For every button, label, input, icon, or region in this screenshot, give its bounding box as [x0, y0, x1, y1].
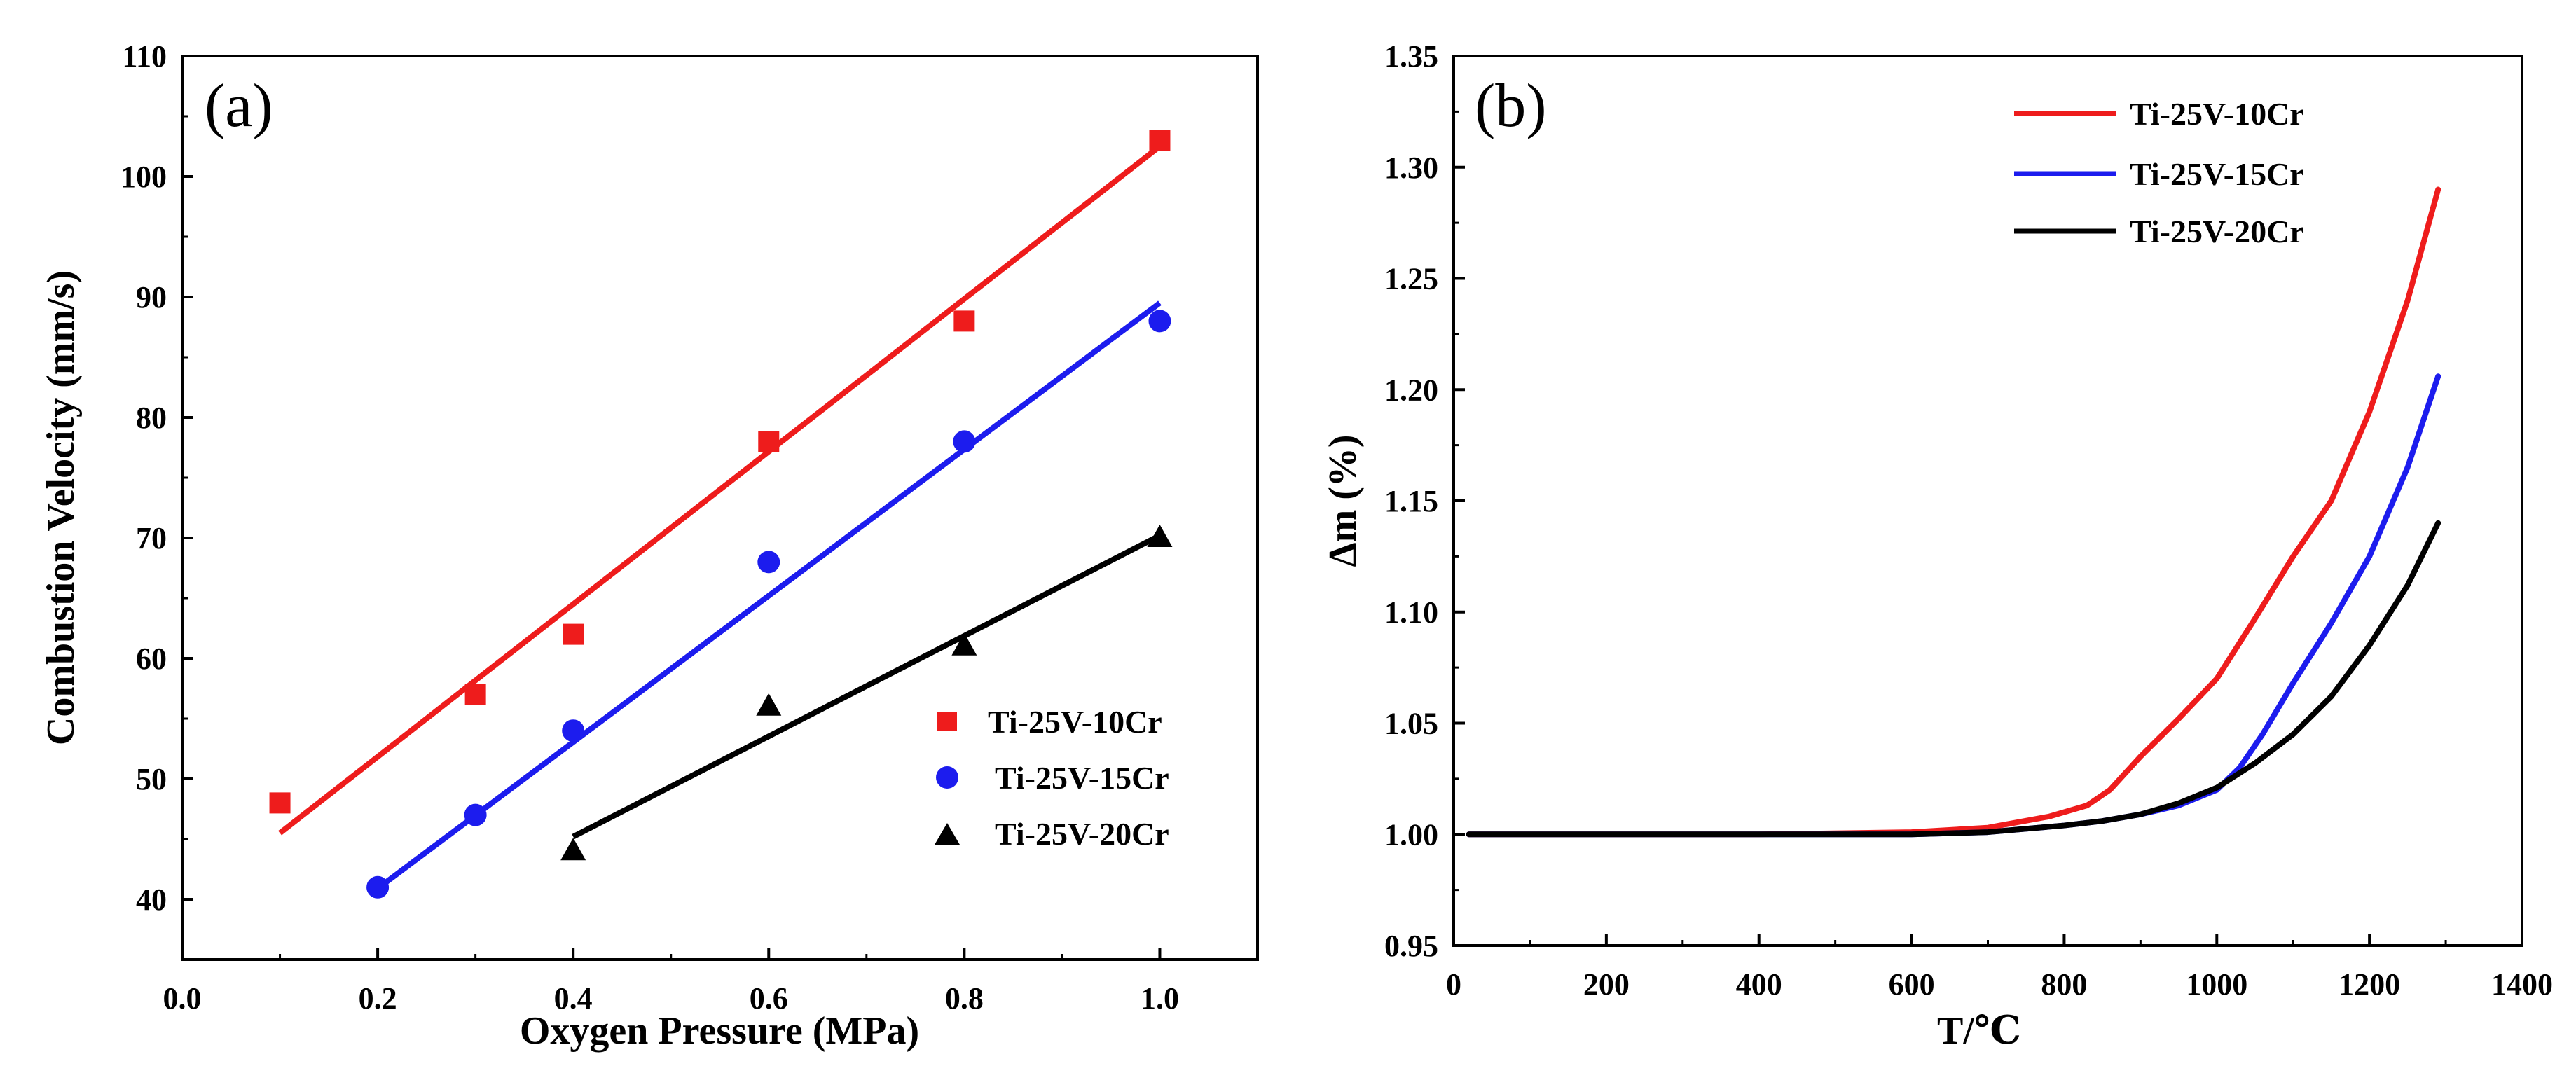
chart-a-point-0-4: [953, 310, 975, 332]
chart-a-point-1-4: [953, 430, 976, 453]
chart-a-point-2-1: [756, 693, 782, 716]
chart-a-point-2-3: [1147, 525, 1173, 547]
chart-a-fit-line-0: [278, 144, 1162, 836]
chart-a-point-0-5: [1149, 130, 1171, 151]
chart-a-y-tick-label: 110: [122, 39, 167, 74]
chart-b-x-tick-label: 1400: [2491, 967, 2553, 1002]
chart-a-x-tick-label: 0.4: [554, 981, 593, 1016]
chart-a-legend-label-0: Ti-25V-10Cr: [988, 704, 1162, 740]
chart-a-fit-line-2: [572, 533, 1162, 840]
chart-panel-b: 0 200 400 600 800 1000 1200 1400 0.95 1.00 1.05 1.1…: [1321, 39, 2553, 1053]
chart-a-legend-marker-0: [937, 712, 957, 731]
chart-b-legend-label-2: Ti-25V-20Cr: [2130, 214, 2304, 249]
chart-a-point-2-0: [560, 838, 586, 861]
chart-a-point-2-2: [951, 632, 977, 656]
chart-a-x-tick-label: 0.0: [163, 981, 202, 1016]
chart-b-x-axis-title: T/℃: [1937, 1009, 2021, 1053]
chart-b-x-tick-label: 600: [1889, 967, 1935, 1002]
chart-a-y-tick-label: 80: [136, 401, 167, 435]
chart-a-fit-line-1: [376, 300, 1162, 891]
chart-b-y-tick-label: 1.20: [1384, 373, 1438, 407]
chart-a-point-1-5: [1148, 310, 1171, 333]
chart-a-point-0-1: [464, 684, 486, 705]
chart-b-y-tick-label: 1.15: [1384, 484, 1438, 518]
chart-a-x-tick-label: 0.2: [359, 981, 397, 1016]
chart-a-point-0-3: [758, 431, 780, 452]
chart-panel-a: 0.0 0.2 0.4 0.6 0.8 1.0 40 50 60 70 80 90 100 110 (a)…: [39, 39, 1259, 1053]
chart-a-y-axis-title: Combustion Velocity (mm/s): [39, 270, 83, 745]
chart-a-legend-label-1: Ti-25V-15Cr: [995, 760, 1169, 796]
chart-b-y-tick-label: 1.25: [1384, 262, 1438, 296]
chart-a-y-tick-label: 40: [136, 882, 167, 917]
chart-b-y-tick-label: 1.35: [1384, 39, 1438, 74]
chart-a-legend-marker-1: [936, 766, 958, 789]
chart-a-x-tick-label: 1.0: [1141, 981, 1179, 1016]
chart-a-panel-label: (a): [205, 72, 273, 140]
chart-a-frame: [181, 55, 1259, 961]
chart-b-x-tick-label: 1000: [2186, 967, 2247, 1002]
chart-b-x-tick-label: 400: [1736, 967, 1782, 1002]
chart-a-point-1-1: [464, 803, 487, 826]
chart-b-x-tick-label: 200: [1583, 967, 1630, 1002]
chart-b-y-tick-label: 0.95: [1384, 929, 1438, 963]
chart-a-point-0-0: [269, 792, 291, 814]
chart-a-legend-marker-2: [935, 823, 960, 845]
chart-b-frame: [1452, 55, 2523, 947]
chart-a-plot-area: 0.0 0.2 0.4 0.6 0.8 1.0 40 50 60 70 80 90 100 110: [120, 39, 1179, 1016]
chart-b-y-tick-label: 1.10: [1384, 595, 1438, 630]
chart-a-x-tick-label: 0.6: [750, 981, 788, 1016]
chart-b-panel-label: (b): [1475, 72, 1547, 140]
chart-b-legend-label-0: Ti-25V-10Cr: [2130, 96, 2304, 132]
chart-a-legend-label-2: Ti-25V-20Cr: [995, 816, 1169, 852]
chart-b-plot-area: 0 200 400 600 800 1000 1200 1400 0.95 1.00 1.05 1.1…: [1384, 39, 2553, 1002]
chart-a-legend: Ti-25V-10Cr Ti-25V-15Cr Ti-25V-20Cr: [935, 704, 1169, 852]
chart-b-legend: Ti-25V-10Cr Ti-25V-15Cr Ti-25V-20Cr: [2014, 96, 2304, 249]
chart-b-y-axis-title: Δm (%): [1321, 434, 1365, 567]
chart-b-y-tick-label: 1.00: [1384, 817, 1438, 852]
chart-b-legend-label-1: Ti-25V-15Cr: [2130, 156, 2304, 192]
chart-b-x-tick-label: 0: [1446, 967, 1461, 1002]
chart-a-x-tick-label: 0.8: [945, 981, 984, 1016]
chart-b-x-tick-label: 1200: [2339, 967, 2400, 1002]
chart-a-point-0-2: [563, 623, 584, 645]
chart-a-y-tick-label: 90: [136, 280, 167, 314]
chart-b-y-tick-label: 1.05: [1384, 707, 1438, 741]
chart-a-y-tick-label: 100: [120, 160, 167, 194]
chart-b-y-tick-label: 1.30: [1384, 151, 1438, 185]
chart-a-y-tick-label: 60: [136, 642, 167, 676]
chart-a-point-1-0: [366, 875, 390, 899]
chart-b-x-tick-label: 800: [2041, 967, 2087, 1002]
chart-a-y-tick-label: 50: [136, 762, 167, 796]
chart-a-x-axis-title: Oxygen Pressure (MPa): [520, 1009, 919, 1053]
chart-a-y-tick-label: 70: [136, 521, 167, 555]
chart-b-series-line-2: [1466, 520, 2441, 838]
chart-a-point-1-2: [562, 719, 585, 742]
chart-a-point-1-3: [757, 551, 780, 574]
